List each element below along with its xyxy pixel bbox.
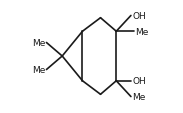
Text: OH: OH	[132, 12, 146, 21]
Text: Me: Me	[135, 27, 149, 36]
Text: Me: Me	[32, 65, 45, 74]
Text: OH: OH	[132, 77, 146, 86]
Text: Me: Me	[32, 39, 45, 48]
Text: Me: Me	[132, 92, 145, 101]
